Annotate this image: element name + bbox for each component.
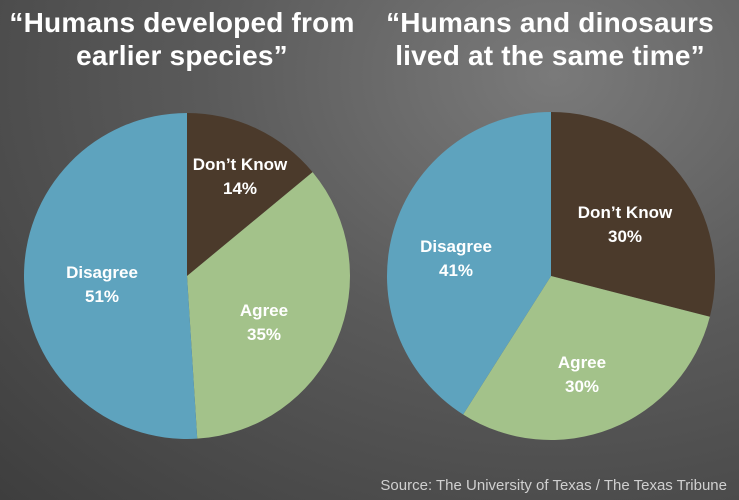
slice-percent-label: 51% [85, 287, 119, 306]
slice-label: Don’t Know [578, 203, 673, 222]
chart-title-dinosaurs: “Humans and dinosaurs lived at the same … [386, 7, 714, 71]
slice-label: Don’t Know [193, 155, 288, 174]
slice-percent-label: 35% [247, 325, 281, 344]
pie-slice-agree [463, 276, 710, 440]
pie-slice-don-t-know [187, 113, 313, 276]
pie-slice-disagree [23, 113, 198, 439]
slice-percent-label: 14% [223, 179, 257, 198]
source-credit: Source: The University of Texas / The Te… [380, 477, 727, 494]
slice-label: Disagree [66, 263, 138, 282]
slice-percent-label: 30% [608, 227, 642, 246]
pie-slice-disagree [386, 112, 551, 415]
slice-label: Agree [240, 301, 288, 320]
chart-title-evolution: “Humans developed from earlier species” [9, 7, 355, 71]
slice-percent-label: 30% [565, 377, 599, 396]
slice-label: Disagree [420, 237, 492, 256]
slice-label: Agree [558, 353, 606, 372]
pie-slice-agree [187, 172, 350, 439]
slice-percent-label: 41% [439, 261, 473, 280]
pie-slice-don-t-know [551, 112, 716, 317]
